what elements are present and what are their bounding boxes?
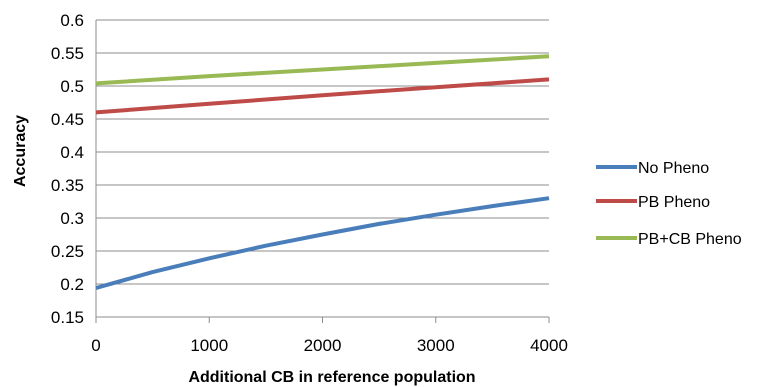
series-line-2 [95,77,550,115]
legend-label: No Pheno [638,160,709,177]
y-tick-label: 0.35 [51,176,84,195]
x-tick-labels: 0 1000 2000 3000 4000 [91,336,568,355]
y-tick-label: 0.45 [51,110,84,129]
series-lines [95,54,550,290]
y-tick-label: 0.5 [60,77,84,96]
grid-lines [96,19,549,285]
y-tick-label: 0.15 [51,308,84,327]
legend-label: PB+CB Pheno [638,231,742,248]
y-tick-label: 0.3 [60,209,84,228]
series-line-3 [95,54,550,86]
x-tick-label: 2000 [304,336,342,355]
x-tick-label: 0 [91,336,100,355]
y-tick-label: 0.6 [60,11,84,30]
x-tick-label: 3000 [417,336,455,355]
y-axis-title: Accuracy [12,115,29,187]
y-tick-label: 0.2 [60,275,84,294]
x-axis-title: Additional CB in reference population [188,369,475,386]
series-line-1 [95,196,550,290]
y-tick-label: 0.55 [51,44,84,63]
y-tick-labels: 0.15 0.2 0.25 0.3 0.35 0.4 0.45 0.5 0.55 0.6 [51,11,84,327]
x-tick-label: 1000 [190,336,228,355]
x-tick-label: 4000 [530,336,568,355]
legend-item: PB+CB Pheno [596,231,742,248]
legend-item: PB Pheno [596,194,710,211]
y-tick-label: 0.4 [60,143,84,162]
y-tick-label: 0.25 [51,242,84,261]
legend-label: PB Pheno [638,194,710,211]
legend: No Pheno PB Pheno PB+CB Pheno [596,160,742,248]
legend-item: No Pheno [596,160,709,177]
axes [95,20,550,323]
